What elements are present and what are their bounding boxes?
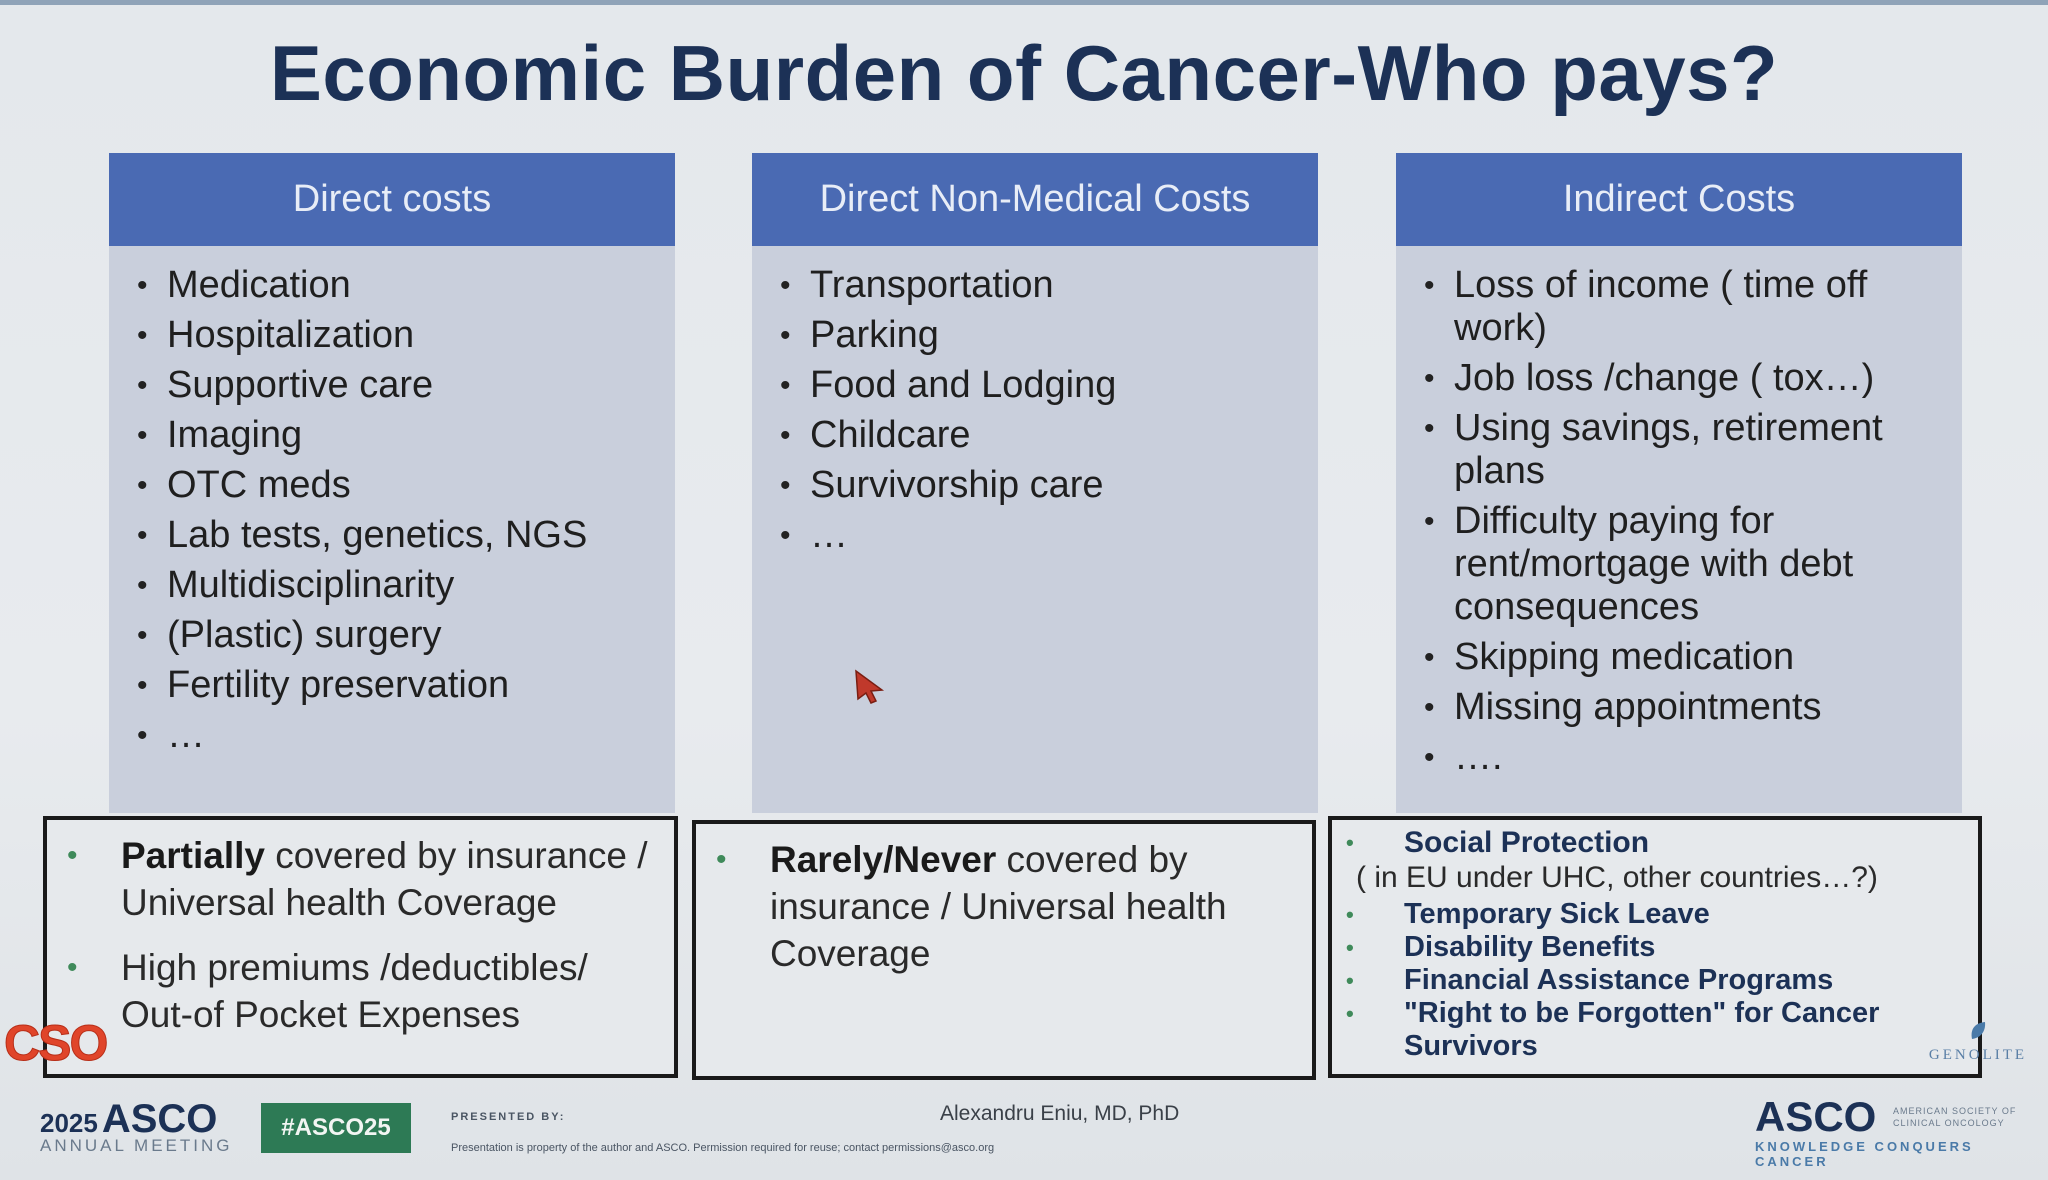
list-item: Medication bbox=[129, 264, 675, 307]
society-name: AMERICAN SOCIETY OF CLINICAL ONCOLOGY bbox=[1893, 1106, 2017, 1128]
asco-brand: ASCO bbox=[101, 1097, 218, 1141]
coverage-list: Partially covered by insurance / Univers… bbox=[47, 820, 674, 1038]
asco-society-logo: ASCO AMERICAN SOCIETY OF CLINICAL ONCOLO… bbox=[1755, 1093, 2048, 1169]
list-item: Temporary Sick Leave bbox=[1332, 898, 1968, 931]
list-item: Skipping medication bbox=[1416, 636, 1962, 679]
cost-list: Loss of income ( time off work) Job loss… bbox=[1396, 246, 1962, 779]
column-header: Direct Non-Medical Costs bbox=[752, 153, 1318, 246]
list-item: Partially covered by insurance / Univers… bbox=[61, 832, 654, 926]
list-item: Hospitalization bbox=[129, 314, 675, 357]
slide-title: Economic Burden of Cancer-Who pays? bbox=[269, 29, 1779, 117]
column-direct-costs: Direct costs Medication Hospitalization … bbox=[109, 153, 675, 813]
list-item: Parking bbox=[772, 314, 1318, 357]
meeting-label: ANNUAL MEETING bbox=[40, 1136, 233, 1155]
top-rule bbox=[0, 0, 2048, 5]
list-item: "Right to be Forgotten" for Cancer Survi… bbox=[1332, 997, 1968, 1063]
list-item: Transportation bbox=[772, 264, 1318, 307]
list-item: Missing appointments bbox=[1416, 686, 1962, 729]
watermark-text: GENOLITE bbox=[1928, 1047, 2028, 1063]
column-indirect-costs: Indirect Costs Loss of income ( time off… bbox=[1396, 153, 1962, 813]
list-item: High premiums /deductibles/ Out-of Pocke… bbox=[61, 944, 654, 1038]
list-item: … bbox=[129, 714, 675, 757]
cost-list: Medication Hospitalization Supportive ca… bbox=[109, 246, 675, 757]
list-item: Lab tests, genetics, NGS bbox=[129, 514, 675, 557]
list-item: …. bbox=[1416, 736, 1962, 779]
coverage-box-direct: Partially covered by insurance / Univers… bbox=[43, 816, 678, 1078]
meeting-year: 2025 bbox=[40, 1108, 98, 1138]
column-header: Indirect Costs bbox=[1396, 153, 1962, 246]
list-item: Using savings, retirement plans bbox=[1416, 407, 1962, 493]
speaker-name: Alexandru Eniu, MD, PhD bbox=[940, 1102, 1180, 1125]
list-item: Financial Assistance Programs bbox=[1332, 964, 1968, 997]
coverage-list: Temporary Sick Leave Disability Benefits… bbox=[1332, 896, 1978, 1063]
mouse-pointer-icon bbox=[855, 669, 885, 704]
list-item: Fertility preservation bbox=[129, 664, 675, 707]
list-item: Survivorship care bbox=[772, 464, 1318, 507]
coverage-list: Rarely/Never covered by insurance / Univ… bbox=[696, 824, 1312, 977]
list-item: OTC meds bbox=[129, 464, 675, 507]
asco-tagline: KNOWLEDGE CONQUERS CANCER bbox=[1755, 1139, 1974, 1169]
list-item: Rarely/Never covered by insurance / Univ… bbox=[710, 836, 1292, 977]
presented-by-label: PRESENTED BY: bbox=[451, 1111, 566, 1123]
column-header: Direct costs bbox=[109, 153, 675, 246]
list-item: Loss of income ( time off work) bbox=[1416, 264, 1962, 350]
slide-footer: 2025 ASCO ANNUAL MEETING #ASCO25 PRESENTE… bbox=[0, 1085, 2048, 1180]
list-item: Difficulty paying for rent/mortgage with… bbox=[1416, 500, 1962, 629]
body-text: covered by insurance / Universal health … bbox=[121, 835, 648, 923]
body-text: covered by insurance / Universal health … bbox=[770, 839, 1227, 974]
hashtag-badge: #ASCO25 bbox=[261, 1103, 411, 1153]
list-item: Food and Lodging bbox=[772, 364, 1318, 407]
box-subheading: ( in EU under UHC, other countries…?) bbox=[1356, 861, 1878, 894]
leaf-icon bbox=[1971, 1022, 1986, 1039]
coverage-box-indirect: Social Protection ( in EU under UHC, oth… bbox=[1328, 816, 1982, 1078]
genolite-watermark: GENOLITE bbox=[1918, 1020, 2038, 1064]
emphasis-text: Partially bbox=[121, 835, 265, 876]
asco-brand: ASCO bbox=[1755, 1093, 1877, 1140]
cso-logo: CSO bbox=[4, 1018, 130, 1070]
coverage-box-non-medical: Rarely/Never covered by insurance / Univ… bbox=[692, 820, 1316, 1080]
column-direct-non-medical-costs: Direct Non-Medical Costs Transportation … bbox=[752, 153, 1318, 813]
cost-list: Transportation Parking Food and Lodging … bbox=[752, 246, 1318, 557]
disclaimer-text: Presentation is property of the author a… bbox=[451, 1142, 995, 1154]
list-item: Job loss /change ( tox…) bbox=[1416, 357, 1962, 400]
box-heading: Social Protection bbox=[1332, 820, 1978, 860]
asco-annual-meeting-logo: 2025 ASCO ANNUAL MEETING bbox=[40, 1097, 233, 1156]
list-item: Childcare bbox=[772, 414, 1318, 457]
list-item: … bbox=[772, 514, 1318, 557]
list-item: Disability Benefits bbox=[1332, 931, 1968, 964]
list-item: (Plastic) surgery bbox=[129, 614, 675, 657]
list-item: Supportive care bbox=[129, 364, 675, 407]
list-item: Imaging bbox=[129, 414, 675, 457]
list-item: Multidisciplinarity bbox=[129, 564, 675, 607]
cso-logo-text: CSO bbox=[4, 1015, 109, 1071]
emphasis-text: Rarely/Never bbox=[770, 839, 997, 880]
